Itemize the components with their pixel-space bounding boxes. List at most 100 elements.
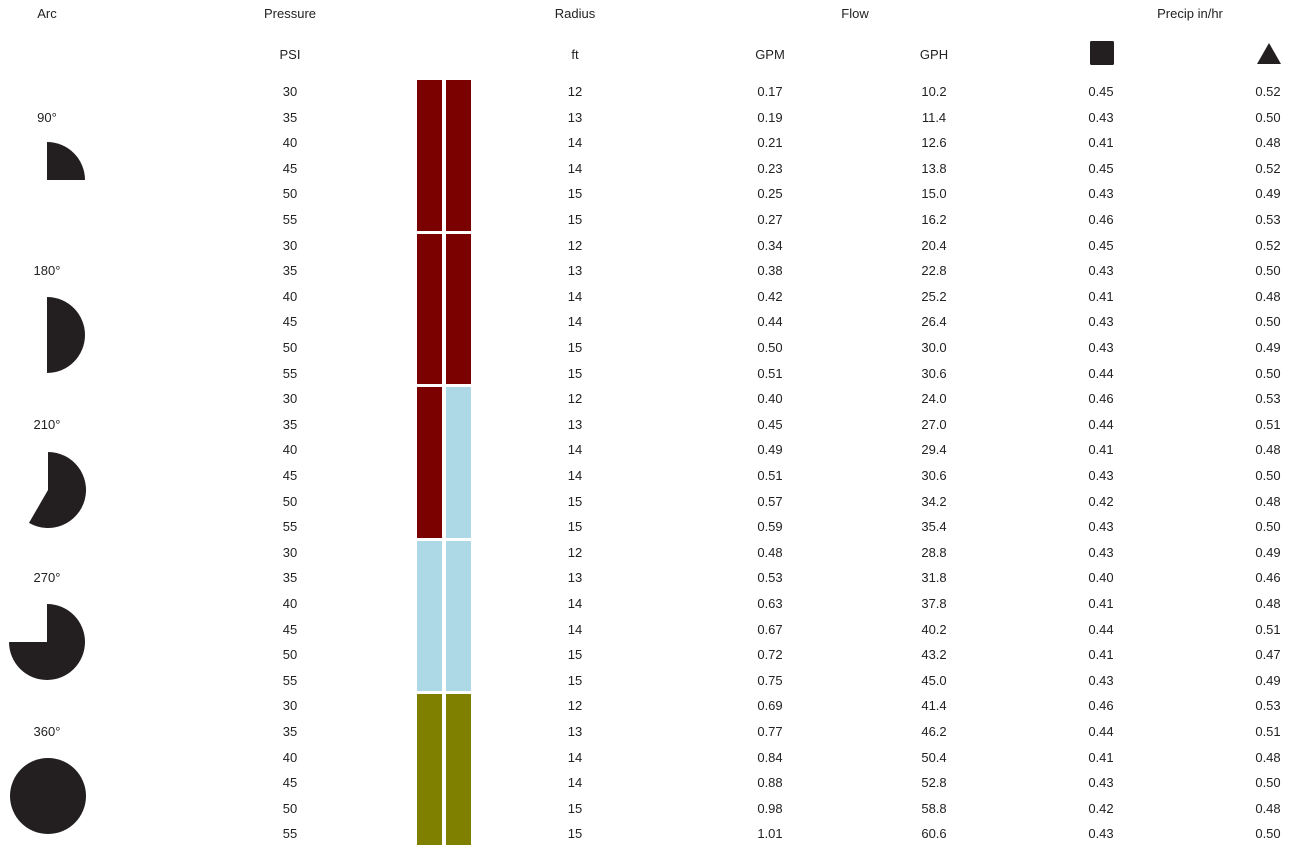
pressure-cell: 50 <box>282 493 298 509</box>
radius-cell: 14 <box>567 596 583 611</box>
arc-label: 210° <box>33 416 61 432</box>
gpm-cell: 0.50 <box>757 340 783 355</box>
precip-square-cell: 0.41 <box>1088 288 1114 304</box>
precip-triangle-cell: 0.48 <box>1255 442 1281 458</box>
gph-cell: 13.8 <box>921 160 947 176</box>
precip-triangle-cell: 0.50 <box>1255 519 1281 535</box>
precip-triangle-cell: 0.46 <box>1255 570 1281 586</box>
unit-gph: GPH <box>919 47 949 62</box>
gph-cell: 37.8 <box>921 596 947 611</box>
radius-cell: 14 <box>567 749 583 765</box>
precip-square-cell: 0.43 <box>1088 340 1114 355</box>
pressure-cell: 35 <box>282 109 298 125</box>
quarter-circle-arc-icon <box>47 142 85 180</box>
radius-cell: 15 <box>567 340 583 355</box>
gph-cell: 20.4 <box>921 237 947 253</box>
nozzle-color-bar <box>446 80 471 231</box>
precip-square-cell: 0.40 <box>1088 570 1114 586</box>
gph-cell: 40.2 <box>921 621 947 637</box>
pressure-cell: 30 <box>282 391 298 407</box>
radius-cell: 14 <box>567 314 583 330</box>
pressure-cell: 55 <box>282 826 298 842</box>
precip-triangle-cell: 0.53 <box>1255 212 1281 227</box>
gph-cell: 25.2 <box>921 288 947 304</box>
radius-cell: 15 <box>567 212 583 227</box>
unit-pressure: PSI <box>279 47 301 62</box>
precip-triangle-cell: 0.51 <box>1255 724 1281 739</box>
pressure-cell: 50 <box>282 186 298 202</box>
gph-cell: 50.4 <box>921 749 947 765</box>
precip-square-cell: 0.44 <box>1088 365 1114 381</box>
gpm-cell: 0.51 <box>757 365 783 381</box>
precip-triangle-cell: 0.49 <box>1255 340 1281 355</box>
gpm-cell: 0.84 <box>757 749 783 765</box>
gpm-cell: 0.34 <box>757 237 783 253</box>
square-symbol-icon <box>1090 41 1114 65</box>
precip-triangle-cell: 0.49 <box>1255 186 1281 202</box>
precip-square-cell: 0.43 <box>1088 519 1114 535</box>
precip-square-cell: 0.43 <box>1088 186 1114 202</box>
radius-cell: 15 <box>567 647 583 663</box>
gpm-cell: 0.21 <box>757 135 783 151</box>
precip-triangle-cell: 0.52 <box>1255 160 1281 176</box>
precip-square-cell: 0.43 <box>1088 263 1114 279</box>
precip-square-cell: 0.45 <box>1088 160 1114 176</box>
nozzle-color-bar <box>417 387 442 538</box>
nozzle-color-bar <box>446 233 471 385</box>
gpm-cell: 0.17 <box>757 84 783 99</box>
pressure-cell: 35 <box>282 724 298 739</box>
gpm-cell: 1.01 <box>757 826 783 842</box>
pressure-cell: 40 <box>282 749 298 765</box>
radius-cell: 12 <box>567 84 583 99</box>
gpm-cell: 0.77 <box>757 724 783 739</box>
precip-triangle-cell: 0.48 <box>1255 288 1281 304</box>
gpm-cell: 0.57 <box>757 493 783 509</box>
gpm-cell: 0.53 <box>757 570 783 586</box>
nozzle-color-bar <box>446 694 471 845</box>
radius-cell: 14 <box>567 160 583 176</box>
unit-radius: ft <box>571 47 579 62</box>
pressure-cell: 45 <box>282 468 298 483</box>
triangle-symbol-icon <box>1257 43 1281 64</box>
gph-cell: 35.4 <box>921 519 947 535</box>
precip-triangle-cell: 0.49 <box>1255 544 1281 560</box>
radius-cell: 15 <box>567 800 583 816</box>
gpm-cell: 0.59 <box>757 519 783 535</box>
gpm-cell: 0.27 <box>757 212 783 227</box>
gpm-cell: 0.72 <box>757 647 783 663</box>
radius-cell: 15 <box>567 493 583 509</box>
precip-square-cell: 0.43 <box>1088 775 1114 791</box>
precip-triangle-cell: 0.50 <box>1255 826 1281 842</box>
gph-cell: 58.8 <box>921 800 947 816</box>
full-circle-arc-icon <box>10 758 86 834</box>
precip-square-cell: 0.41 <box>1088 647 1114 663</box>
radius-cell: 14 <box>567 621 583 637</box>
radius-cell: 15 <box>567 826 583 842</box>
gpm-cell: 0.48 <box>757 544 783 560</box>
precip-triangle-cell: 0.50 <box>1255 263 1281 279</box>
radius-cell: 14 <box>567 442 583 458</box>
gpm-cell: 0.38 <box>757 263 783 279</box>
precip-square-cell: 0.46 <box>1088 698 1114 714</box>
pressure-cell: 55 <box>282 672 298 688</box>
gph-cell: 31.8 <box>921 570 947 586</box>
gpm-cell: 0.51 <box>757 468 783 483</box>
gpm-cell: 0.88 <box>757 775 783 791</box>
radius-cell: 12 <box>567 391 583 407</box>
gph-cell: 30.0 <box>921 340 947 355</box>
radius-cell: 15 <box>567 186 583 202</box>
precip-triangle-cell: 0.48 <box>1255 135 1281 151</box>
gph-cell: 22.8 <box>921 263 947 279</box>
gpm-cell: 0.75 <box>757 672 783 688</box>
radius-cell: 13 <box>567 263 583 279</box>
precip-square-cell: 0.45 <box>1088 84 1114 99</box>
precip-triangle-cell: 0.49 <box>1255 672 1281 688</box>
gph-cell: 30.6 <box>921 365 947 381</box>
radius-cell: 15 <box>567 519 583 535</box>
gph-cell: 46.2 <box>921 724 947 739</box>
pressure-cell: 30 <box>282 84 298 99</box>
gph-cell: 26.4 <box>921 314 947 330</box>
radius-cell: 14 <box>567 288 583 304</box>
pressure-cell: 55 <box>282 212 298 227</box>
radius-cell: 12 <box>567 544 583 560</box>
